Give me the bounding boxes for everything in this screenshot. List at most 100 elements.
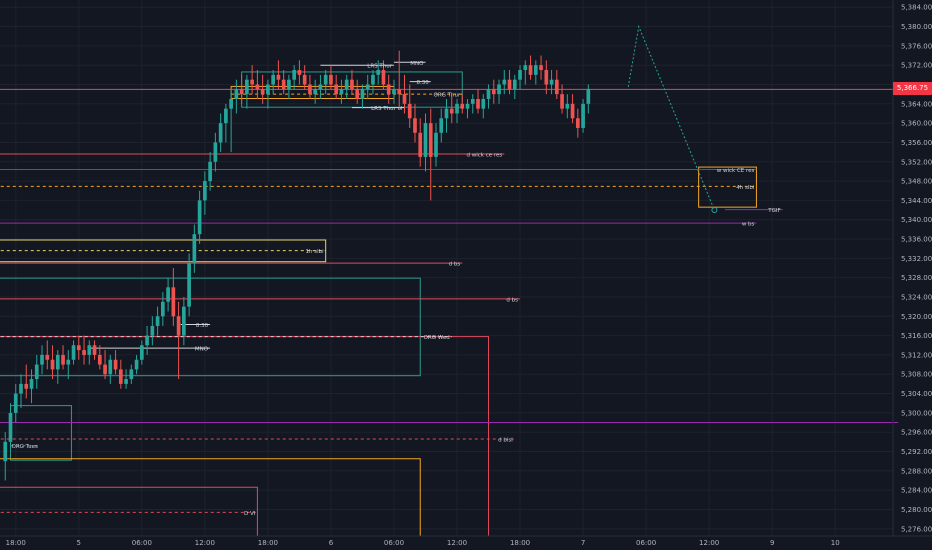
y-tick-label: 5,312.00: [901, 351, 932, 359]
candle-body: [554, 79, 559, 95]
candle-body: [313, 89, 318, 95]
time-axis[interactable]: 18:00 5 06:00 12:00 18:00 6 06:00 12:00 18:00 7 06…: [6, 539, 840, 547]
zone-bracket: [0, 486, 258, 536]
candle-body: [271, 74, 275, 85]
candle-body: [266, 84, 270, 95]
candle-body: [66, 359, 71, 365]
candle-body: [481, 98, 486, 109]
y-tick-label: 5,276.00: [901, 525, 932, 533]
y-tick-label: 5,292.00: [901, 448, 932, 456]
candle-body: [29, 379, 34, 389]
candle-body: [239, 89, 244, 95]
candle-body: [386, 84, 391, 95]
candle-body: [392, 89, 396, 95]
level-label: LRS Thur: [367, 64, 392, 70]
candle-body: [297, 70, 302, 75]
candle-body: [539, 65, 543, 71]
x-tick-label: 6: [329, 539, 334, 547]
y-tick-label: 5,284.00: [901, 487, 932, 495]
candle-body: [360, 89, 365, 99]
y-tick-label: 5,280.00: [901, 506, 932, 514]
candle-body: [61, 354, 65, 365]
candle-body: [497, 84, 501, 95]
projection-target: [711, 207, 718, 214]
level-label: MNO: [410, 61, 424, 67]
candle-body: [34, 364, 39, 380]
y-tick-label: 5,340.00: [901, 216, 932, 224]
candle-body: [192, 234, 197, 264]
candle-body: [355, 89, 360, 99]
candle-body: [118, 369, 123, 384]
candle-body: [287, 79, 291, 90]
x-tick-label: 7: [581, 539, 585, 547]
candle-body: [224, 108, 228, 124]
y-tick-label: 5,288.00: [901, 467, 932, 475]
candle-body: [176, 316, 181, 336]
candle-body: [339, 89, 344, 95]
candle-body: [318, 84, 323, 90]
candle-body: [486, 89, 491, 99]
level-label: w bs: [742, 222, 755, 228]
candle-body: [292, 70, 297, 80]
candle-body: [350, 79, 354, 90]
candle-body: [134, 359, 139, 370]
candle-body: [570, 103, 575, 119]
projection-path: [627, 24, 715, 211]
candle-body: [76, 345, 81, 351]
candle-body: [24, 383, 29, 389]
y-tick-label: 5,332.00: [901, 255, 932, 263]
level-label: TGIF: [767, 208, 780, 214]
candle-body: [491, 89, 496, 95]
candle-body: [439, 118, 444, 133]
level-label: 8.30: [416, 80, 429, 86]
candle-body: [129, 369, 134, 380]
candle-body: [465, 103, 470, 109]
x-tick-label: 12:00: [699, 539, 719, 547]
candle-body: [308, 84, 312, 95]
x-tick-label: 06:00: [636, 539, 656, 547]
candle-body: [71, 345, 76, 360]
candle-body: [455, 103, 459, 114]
last-price-badge: 5,366.75: [893, 82, 932, 95]
candle-body: [334, 84, 339, 95]
candle-body: [155, 316, 160, 326]
candle-body: [344, 79, 349, 90]
y-tick-label: 5,308.00: [901, 371, 932, 379]
candle-body: [150, 325, 155, 336]
candle-body: [139, 345, 144, 360]
y-tick-label: 5,376.00: [901, 42, 932, 50]
candle-body: [50, 359, 55, 370]
x-tick-label: 18:00: [510, 539, 530, 547]
candle-body: [528, 65, 533, 75]
level-label: d bs: [449, 262, 461, 268]
candle-body: [397, 89, 402, 95]
candle-body: [260, 89, 265, 95]
candle-body: [166, 287, 170, 302]
candle-body: [171, 287, 176, 317]
x-tick-label: 18:00: [258, 539, 278, 547]
candle-body: [218, 123, 223, 143]
candle-body: [45, 354, 50, 360]
candle-body: [512, 79, 517, 90]
candle-body: [55, 354, 60, 370]
candle-body: [281, 79, 286, 90]
candle-body: [407, 103, 412, 119]
price-axis[interactable]: 5,384.005,380.005,376.005,372.005,368.00…: [901, 4, 932, 534]
x-tick-label: 9: [770, 539, 774, 547]
candle-body: [19, 383, 23, 394]
candle-body: [575, 118, 580, 128]
candle-body: [302, 74, 307, 85]
x-tick-label: 06:00: [132, 539, 152, 547]
candle-body: [124, 379, 128, 384]
y-tick-label: 5,380.00: [901, 23, 932, 31]
candle-body: [376, 70, 381, 75]
candle-body: [549, 79, 554, 85]
candle-body: [449, 108, 454, 114]
candle-body: [329, 74, 333, 85]
candle-body: [476, 98, 480, 109]
zone-box: [698, 166, 757, 208]
y-tick-label: 5,300.00: [901, 409, 932, 417]
candle-body: [182, 306, 186, 336]
